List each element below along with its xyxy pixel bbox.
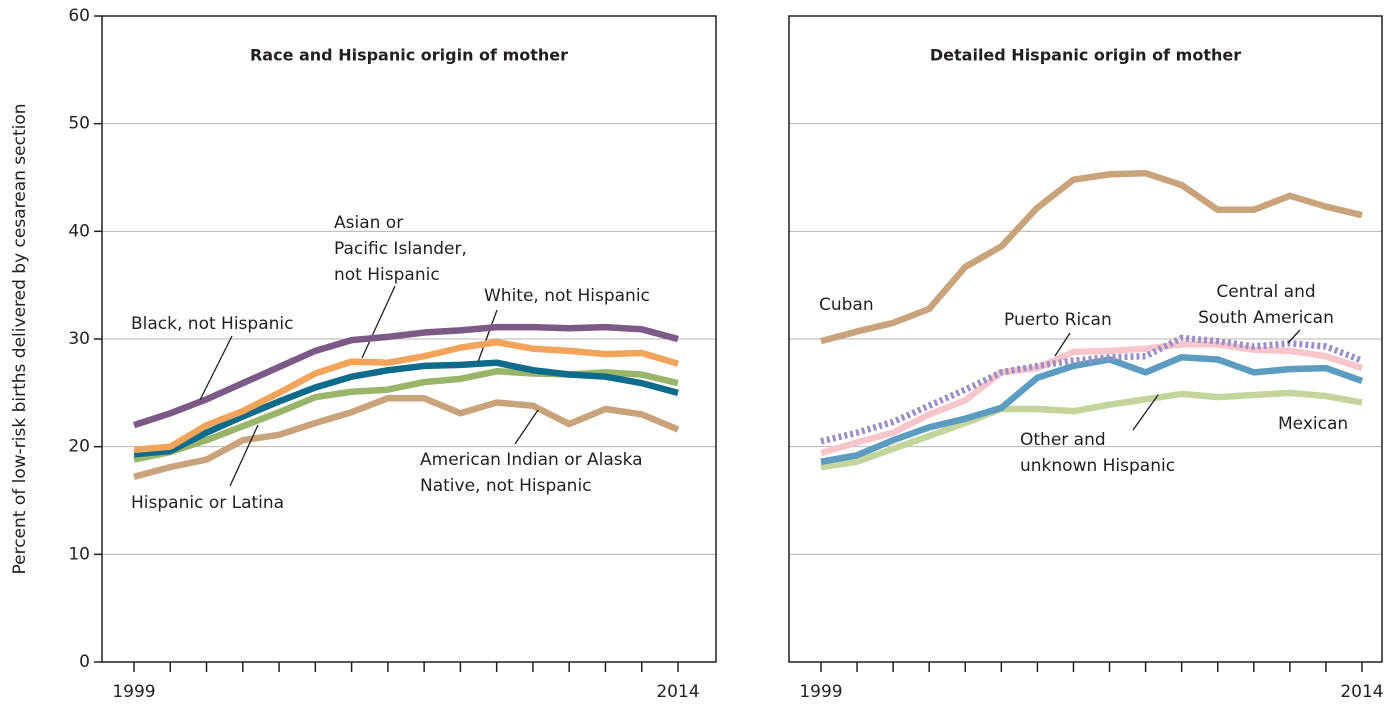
panel-title: Race and Hispanic origin of mother bbox=[250, 46, 568, 65]
series-line bbox=[820, 169, 1363, 345]
x-tick-label: 2014 bbox=[656, 682, 699, 702]
leader-line bbox=[514, 409, 539, 445]
series-label: Hispanic or Latina bbox=[131, 493, 284, 513]
series-line bbox=[132, 323, 679, 429]
series-label: Mexican bbox=[1278, 414, 1348, 434]
y-axis-label: Percent of low-risk births delivered by … bbox=[10, 103, 30, 574]
series-label: Other and unknown Hispanic bbox=[1020, 430, 1175, 476]
leader-line bbox=[199, 335, 233, 401]
leader-line bbox=[477, 309, 498, 363]
y-tick-label: 30 bbox=[68, 329, 90, 349]
series-line bbox=[133, 359, 679, 458]
y-tick-label: 50 bbox=[68, 114, 90, 134]
series-line bbox=[133, 338, 679, 454]
series-line bbox=[133, 394, 680, 480]
leader-line bbox=[1287, 329, 1301, 344]
y-tick-label: 0 bbox=[79, 652, 90, 672]
y-tick-label: 10 bbox=[68, 544, 90, 564]
series-line bbox=[820, 341, 1364, 457]
plot-frame bbox=[101, 15, 717, 663]
leader-line bbox=[361, 285, 396, 359]
x-tick-label: 1999 bbox=[112, 682, 155, 702]
y-tick-label: 20 bbox=[68, 437, 90, 457]
leader-line bbox=[229, 424, 259, 487]
panel-title: Detailed Hispanic origin of mother bbox=[930, 46, 1241, 65]
series-label: American Indian or Alaska Native, not His… bbox=[420, 450, 643, 496]
series-label: White, not Hispanic bbox=[484, 286, 650, 306]
y-tick-label: 60 bbox=[68, 6, 90, 26]
series-line bbox=[820, 389, 1363, 471]
series-label: Asian or Pacific Islander, not Hispanic bbox=[334, 213, 467, 285]
series-label: Cuban bbox=[819, 295, 874, 315]
series-label: Black, not Hispanic bbox=[131, 314, 293, 334]
series-line bbox=[820, 334, 1364, 445]
x-tick-label: 2014 bbox=[1340, 682, 1383, 702]
y-tick-label: 40 bbox=[68, 221, 90, 241]
plot-frame bbox=[788, 15, 1383, 663]
series-line bbox=[820, 354, 1364, 465]
series-label: Central and South American bbox=[1198, 282, 1334, 328]
series-label: Puerto Rican bbox=[1004, 310, 1112, 330]
x-tick-label: 1999 bbox=[799, 682, 842, 702]
leader-line bbox=[1054, 332, 1071, 357]
leader-line bbox=[1132, 394, 1159, 431]
